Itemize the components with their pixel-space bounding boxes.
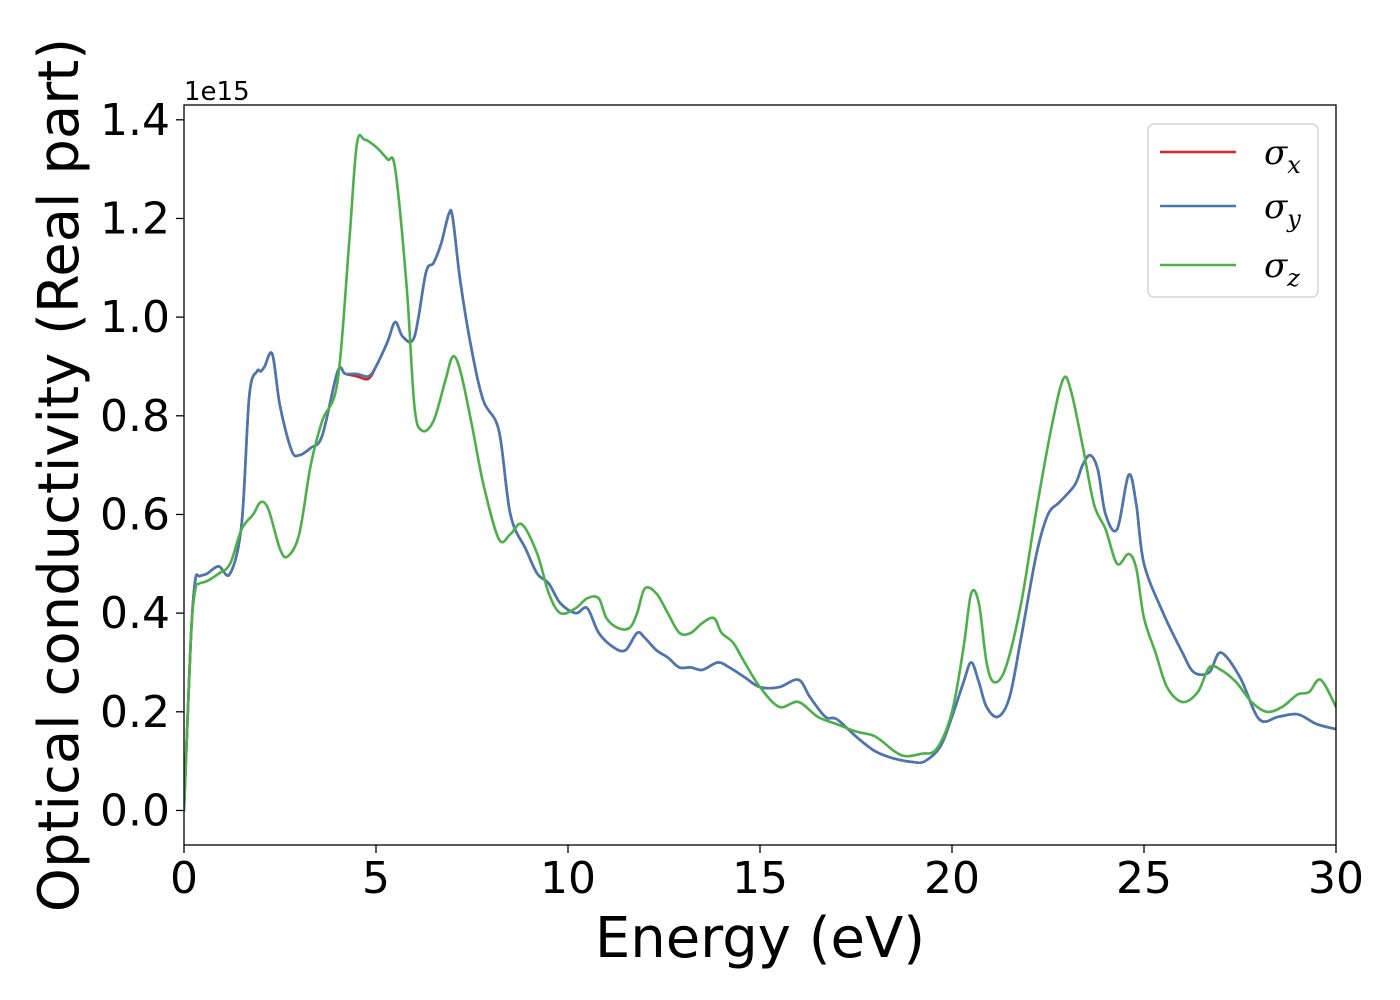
series-line-x bbox=[184, 208, 1336, 812]
series-layer bbox=[184, 133, 1336, 812]
legend-label: σz bbox=[1264, 246, 1300, 292]
legend-frame bbox=[1147, 123, 1319, 298]
x-tick-label: 20 bbox=[924, 853, 980, 904]
series-line-z bbox=[184, 133, 1336, 812]
x-tick-label: 0 bbox=[170, 853, 198, 904]
y-tick-label: 0.8 bbox=[100, 391, 170, 442]
x-tick-label: 10 bbox=[540, 853, 596, 904]
x-tick-label: 30 bbox=[1308, 853, 1364, 904]
y-axis: 0.0 0.2 0.4 0.6 0.8 1.0 1.2 1.4 bbox=[100, 95, 184, 836]
x-axis: 0 5 10 15 20 25 30 bbox=[170, 845, 1364, 904]
y-tick-label: 0.4 bbox=[100, 588, 170, 639]
y-tick-label: 1.2 bbox=[100, 193, 170, 244]
y-axis-label: Optical conductivity (Real part) bbox=[27, 38, 92, 912]
series-line-y bbox=[184, 208, 1336, 812]
x-tick-label: 15 bbox=[732, 853, 788, 904]
y-tick-label: 0.0 bbox=[100, 785, 170, 836]
y-tick-label: 1.4 bbox=[100, 95, 170, 146]
x-tick-label: 5 bbox=[362, 853, 390, 904]
legend-label: σx bbox=[1264, 133, 1301, 179]
y-tick-label: 1.0 bbox=[100, 292, 170, 343]
y-tick-label: 0.6 bbox=[100, 489, 170, 540]
x-tick-label: 25 bbox=[1116, 853, 1172, 904]
y-offset-text: 1e15 bbox=[184, 77, 250, 107]
legend-label: σy bbox=[1264, 187, 1301, 233]
y-tick-label: 0.2 bbox=[100, 687, 170, 738]
legend: σx σy σz bbox=[1147, 123, 1319, 298]
x-axis-label: Energy (eV) bbox=[595, 906, 925, 971]
